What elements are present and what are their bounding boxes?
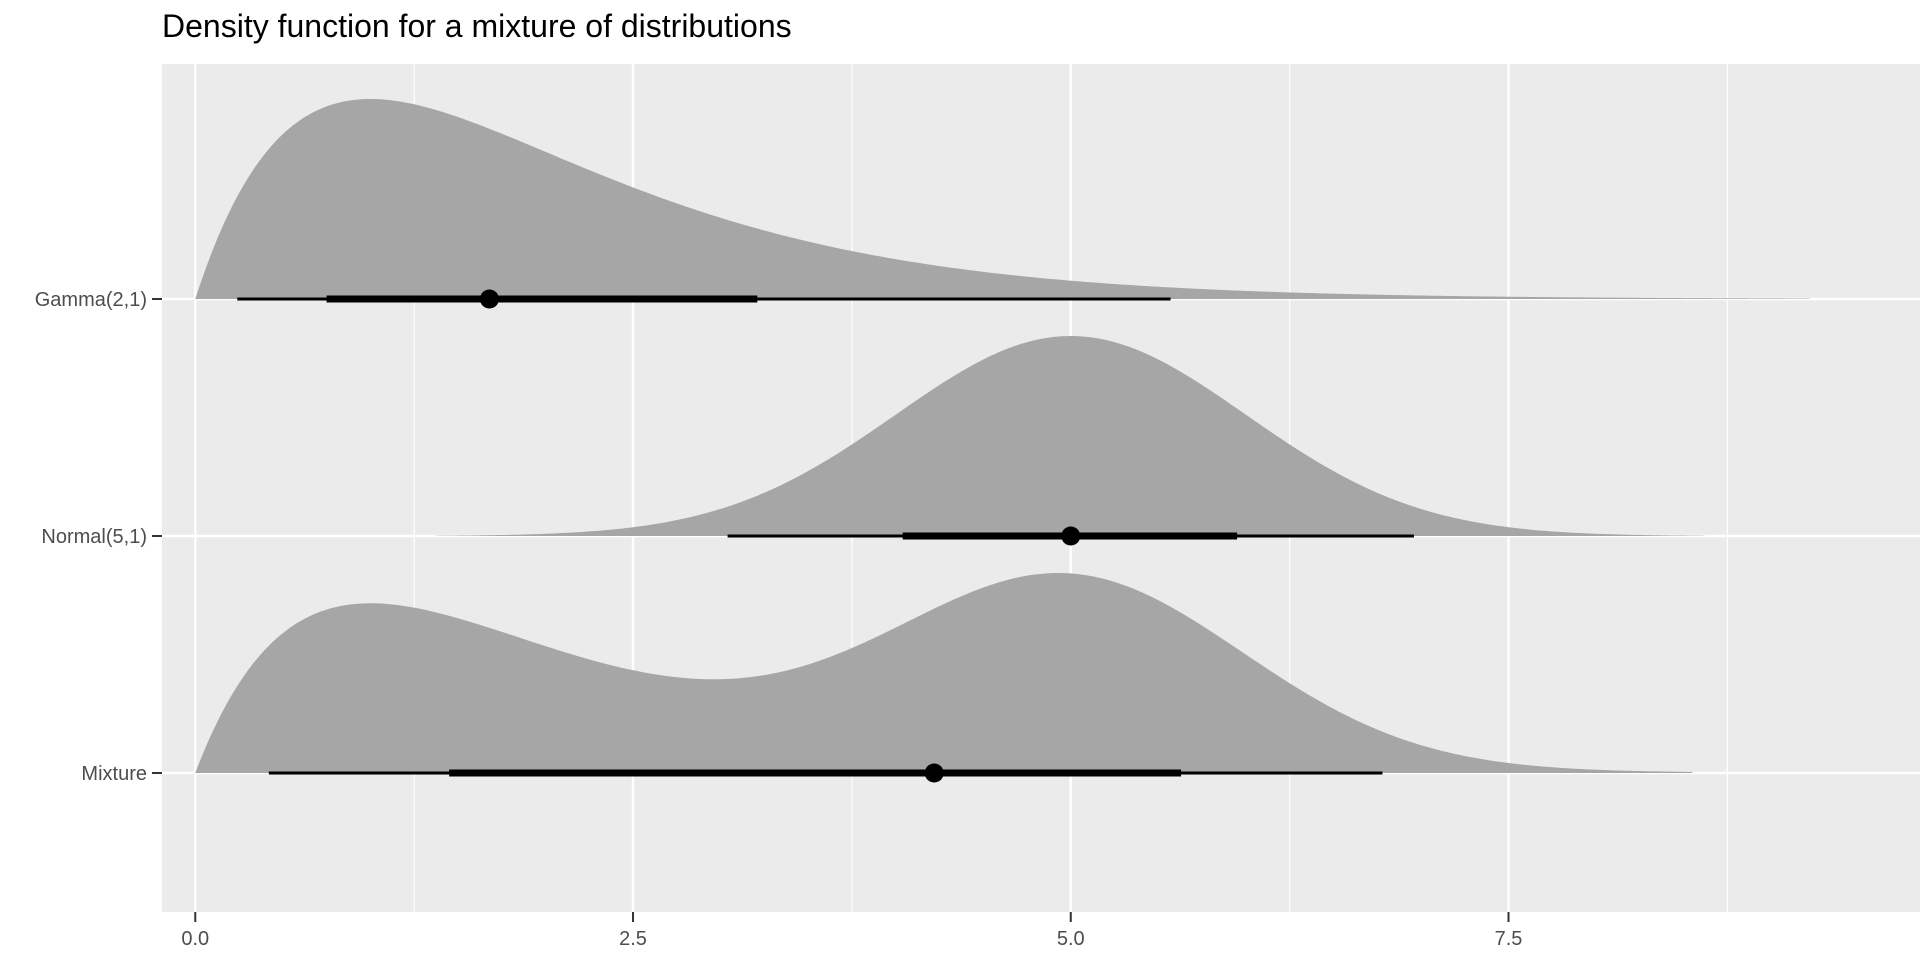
point-estimate [924,763,944,783]
y-tick-label: Normal(5,1) [41,526,147,548]
chart-title: Density function for a mixture of distri… [162,8,792,44]
x-tick-label: 5.0 [1057,928,1085,950]
density-slabs [195,99,1810,773]
y-tick-label: Mixture [81,763,147,785]
point-estimate [1061,526,1081,546]
x-tick-label: 0.0 [181,928,209,950]
x-tick-label: 2.5 [619,928,647,950]
x-tick-label: 7.5 [1495,928,1523,950]
y-axis: Gamma(2,1) Normal(5,1) Mixture [35,289,162,785]
density-slab [435,336,1705,536]
density-slab [195,573,1693,773]
x-axis: 0.0 2.5 5.0 7.5 [181,912,1522,950]
interval-bars [237,289,1414,783]
y-tick-label: Gamma(2,1) [35,289,147,311]
density-slab [195,99,1810,299]
point-estimate [479,289,499,309]
